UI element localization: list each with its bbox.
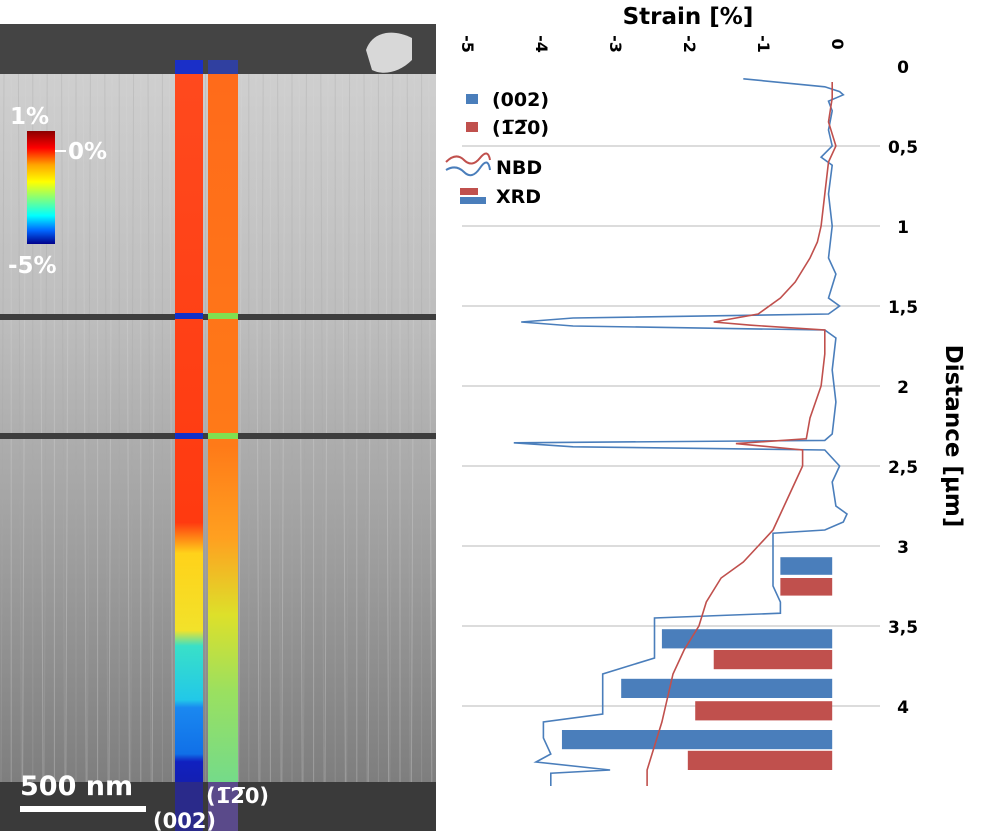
sem-streak [17,73,22,783]
sem-streak [363,73,368,783]
legend-swatch-002 [466,94,478,104]
colorbar-mid-label: 0% [68,139,107,165]
sem-streak [108,73,113,783]
y-tick-label: 1,5 [888,298,918,318]
x-tick-labels: -5 -4 -3 -2 -1 0 [458,35,847,53]
x-tick-label: -5 [458,35,477,53]
strip-120-cap [208,60,238,74]
xrd-bar [780,578,833,596]
y-axis-label: Distance [µm] [940,345,966,528]
strain-map-strip-002 [175,60,203,831]
legend-xrd-blue-swatch [460,197,486,204]
colorbar-bottom-label: -5% [8,253,57,279]
y-tick-labels: 0 0,5 1 1,5 2 2,5 3 3,5 4 [888,58,918,718]
y-tick-label: 2,5 [888,458,918,478]
xrd-bar [661,629,833,649]
x-tick-label: 0 [828,38,847,49]
sem-streak [169,73,174,783]
sem-streak [147,73,152,783]
xrd-bar [621,678,833,698]
sem-streak [302,73,307,783]
sem-streak [346,73,351,783]
nbd-series-line [646,82,837,786]
legend-nbd-red-line [445,152,491,165]
sem-streak [281,73,286,783]
legend-swatch-120 [466,122,478,132]
y-tick-label: 4 [897,698,909,718]
nbd-lines [513,78,849,786]
sem-streak [277,73,282,783]
chart-title: Strain [%] [623,4,754,30]
strip-label-120: (1̅2̅0) [206,784,269,808]
sem-streak [428,73,433,783]
gridlines [462,145,880,707]
x-tick-label: -2 [680,35,699,53]
colorbar [27,131,55,244]
sem-streak [61,73,66,783]
sem-streak [341,73,346,783]
sem-panel: 1% 0% -5% 500 nm (002) (1̅2̅0) [0,24,436,831]
sem-streak [238,73,243,783]
legend-label-xrd: XRD [496,186,541,208]
sem-streak [406,73,411,783]
sem-streak [410,73,415,783]
x-tick-label: -1 [754,35,773,53]
legend-xrd-red-swatch [460,188,478,195]
strip-002-interface-1 [175,313,203,319]
legend: (002) (1̅2̅0) NBD XRD [445,89,549,208]
y-tick-label: 0,5 [888,138,918,158]
sem-streak [82,73,87,783]
strip-002-substrate [175,782,203,831]
sem-streak [389,73,394,783]
x-tick-label: -4 [532,35,551,53]
x-tick-label: -3 [606,35,625,53]
sem-streak [385,73,390,783]
sem-streak [0,73,5,783]
strain-map-strip-120 [208,60,238,831]
sem-streak [22,73,27,783]
y-tick-label: 2 [897,378,909,398]
sem-streak [324,73,329,783]
sem-surface-particle [366,32,412,73]
sem-streak [130,73,135,783]
strip-120-interface-2 [208,433,238,439]
y-tick-label: 3 [897,538,909,558]
legend-nbd-blue-line [445,161,491,177]
xrd-bar [713,650,833,670]
y-tick-label: 0 [897,58,909,78]
strip-002-cap [175,60,203,74]
sem-streak [255,73,260,783]
sem-streak [367,73,372,783]
y-tick-label: 1 [897,218,909,238]
scale-bar-label: 500 nm [20,771,133,802]
xrd-bar [780,557,833,575]
strip-002-interface-2 [175,433,203,439]
strip-label-002: (002) [153,809,216,831]
xrd-bar [695,701,833,721]
strain-profile-chart: -5 -4 -3 -2 -1 0 0 0,5 1 1,5 2 2,5 3 3,5 4 Strain [%]… [445,4,966,786]
legend-label-nbd: NBD [496,157,542,179]
sem-streak [151,73,156,783]
sem-streak [259,73,264,783]
sem-streak [104,73,109,783]
xrd-bar [687,750,833,770]
legend-label-120: (1̅2̅0) [492,117,549,139]
colorbar-top-label: 1% [10,104,49,130]
xrd-bars [561,557,833,770]
legend-label-002: (002) [492,89,549,111]
sem-streak [86,73,91,783]
y-tick-label: 3,5 [888,618,918,638]
strip-120-interface-1 [208,313,238,319]
strip-120-substrate [208,782,238,831]
sem-streak [65,73,70,783]
sem-streak [320,73,325,783]
sem-streak [125,73,130,783]
sem-streak [298,73,303,783]
xrd-bar [561,730,833,750]
scale-bar [20,806,146,812]
